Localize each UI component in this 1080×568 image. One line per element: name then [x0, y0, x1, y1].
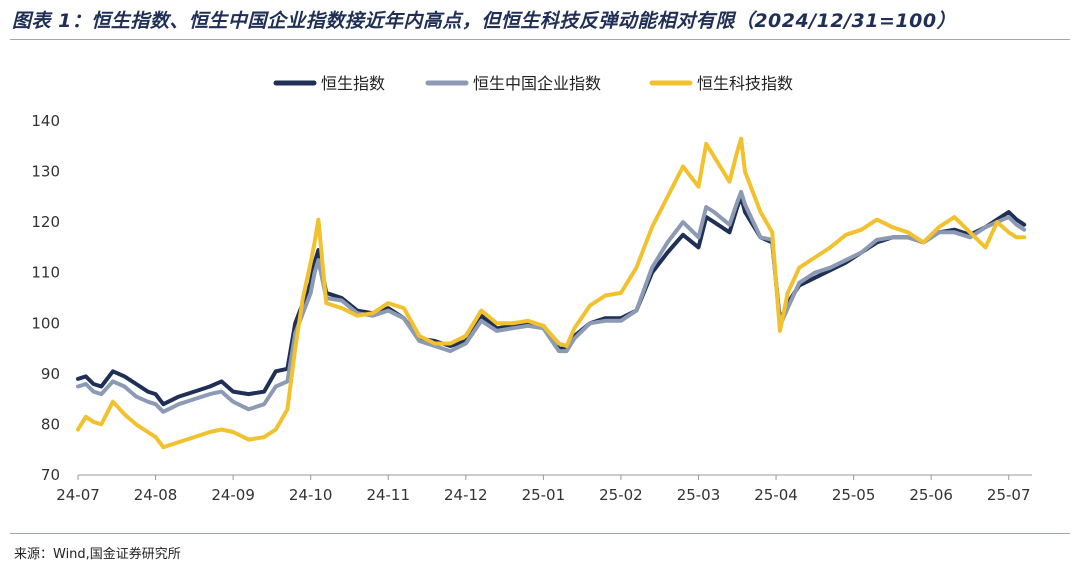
y-tick-label: 130: [31, 163, 60, 181]
figure-title: 图表 1：恒生指数、恒生中国企业指数接近年内高点，但恒生科技反弹动能相对有限（2…: [12, 10, 957, 32]
x-tick-label: 25-03: [677, 486, 721, 504]
x-tick-label: 24-12: [444, 486, 488, 504]
x-tick-label: 24-09: [211, 486, 255, 504]
source-note: 来源：Wind,国金证券研究所: [14, 547, 181, 562]
legend-label: 恒生中国企业指数: [473, 74, 601, 93]
series-line-3: [76, 136, 1027, 450]
x-tick-label: 24-11: [366, 486, 410, 504]
x-axis-ticks: 24-07 24-08 24-09 24-10 24-11 24-12 25-01 25-02…: [56, 475, 1031, 504]
footer-divider: [10, 533, 1070, 534]
y-tick-label: 70: [41, 466, 60, 484]
x-tick-label: 25-05: [832, 486, 876, 504]
y-axis-ticks: 70 80 90 100 110 120 130 140: [31, 112, 60, 484]
series-line-1: [76, 194, 1027, 407]
title-divider: [10, 39, 1070, 40]
series-lines: [76, 136, 1027, 450]
x-tick-label: 24-10: [289, 486, 333, 504]
y-tick-label: 120: [31, 213, 60, 231]
x-tick-label: 25-06: [909, 486, 953, 504]
legend: 恒生指数 恒生中国企业指数 恒生科技指数: [273, 74, 793, 93]
x-tick-label: 25-01: [522, 486, 566, 504]
x-tick-label: 24-08: [134, 486, 178, 504]
x-tick-label: 24-07: [56, 486, 100, 504]
y-tick-label: 140: [31, 112, 60, 130]
x-tick-label: 25-02: [599, 486, 643, 504]
series-line-2: [76, 189, 1027, 414]
y-tick-label: 110: [31, 264, 60, 282]
x-tick-label: 25-04: [754, 486, 798, 504]
legend-label: 恒生科技指数: [697, 74, 793, 93]
y-tick-label: 90: [41, 365, 60, 383]
y-tick-label: 80: [41, 415, 60, 433]
legend-label: 恒生指数: [321, 74, 385, 93]
x-tick-label: 25-07: [987, 486, 1031, 504]
y-tick-label: 100: [31, 314, 60, 332]
